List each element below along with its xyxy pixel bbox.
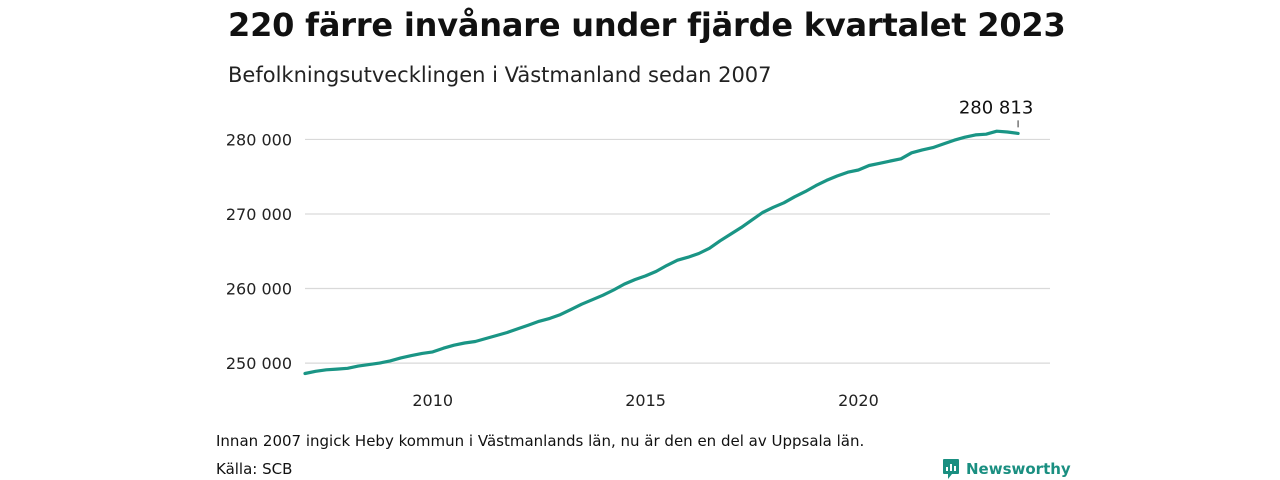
x-axis-ticks: 2010 2015 2020 (412, 391, 878, 410)
newsworthy-logo-icon (943, 459, 959, 479)
source-note: Källa: SCB (216, 460, 293, 478)
brand-name: Newsworthy (966, 460, 1071, 478)
y-tick-label: 270 000 (226, 205, 292, 224)
annotation-last-value: 280 813 (959, 97, 1033, 118)
x-tick-label: 2010 (412, 391, 453, 410)
chart-title: 220 färre invånare under fjärde kvartale… (228, 6, 1066, 44)
y-tick-label: 250 000 (226, 354, 292, 373)
x-tick-label: 2020 (838, 391, 879, 410)
y-axis-ticks: 250 000 260 000 270 000 280 000 (226, 130, 292, 373)
chart-subtitle: Befolkningsutvecklingen i Västmanland se… (228, 63, 772, 87)
x-tick-label: 2015 (625, 391, 666, 410)
y-tick-label: 260 000 (226, 280, 292, 299)
brand-logo: Newsworthy (942, 458, 1071, 480)
footnote: Innan 2007 ingick Heby kommun i Västmanl… (216, 432, 865, 450)
y-tick-label: 280 000 (226, 130, 292, 149)
gridlines (305, 138, 1050, 364)
population-line (303, 129, 1020, 376)
